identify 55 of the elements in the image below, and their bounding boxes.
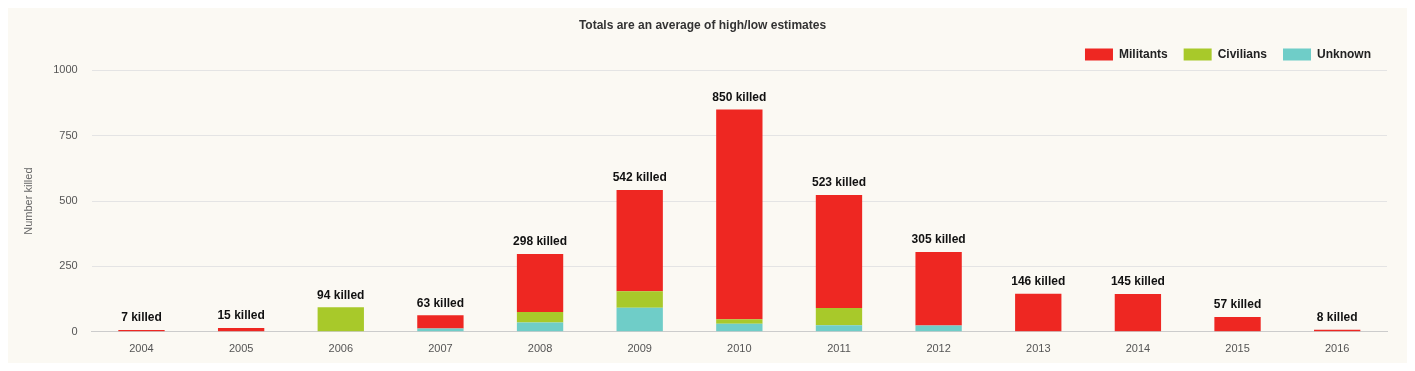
bar — [516, 322, 564, 332]
bar — [716, 319, 763, 324]
x-tick-label: 2013 — [1026, 342, 1051, 355]
y-tick-label: 750 — [59, 128, 78, 141]
total-label: 15 killed — [217, 308, 265, 323]
bar — [616, 190, 663, 292]
x-tick-label: 2012 — [926, 342, 951, 355]
total-label: 146 killed — [1011, 273, 1066, 288]
bar — [815, 195, 863, 309]
x-tick-label: 2014 — [1125, 342, 1151, 355]
total-label: 305 killed — [911, 232, 966, 247]
total-label: 542 killed — [612, 170, 667, 185]
total-label: 523 killed — [811, 175, 866, 190]
x-tick-label: 2009 — [627, 342, 652, 355]
total-label: 145 killed — [1110, 274, 1165, 289]
y-tick-label: 1000 — [53, 63, 78, 76]
bar — [1015, 293, 1062, 332]
bar — [317, 307, 364, 332]
x-tick-label: 2015 — [1225, 342, 1250, 355]
y-tick-label: 500 — [59, 194, 78, 207]
bar — [815, 308, 863, 326]
chart-title: Totals are an average of high/low estimates — [578, 17, 827, 32]
x-tick-label: 2006 — [328, 342, 354, 355]
total-label: 298 killed — [513, 234, 568, 249]
total-label: 8 killed — [1316, 310, 1358, 325]
bar — [716, 323, 763, 332]
bar — [417, 328, 464, 332]
bar — [1114, 293, 1162, 332]
bar — [417, 315, 464, 329]
bar — [516, 253, 564, 312]
legend-label: Civilians — [1217, 46, 1268, 61]
bar — [516, 311, 564, 323]
legend-label: Militants — [1118, 46, 1168, 61]
x-tick-label: 2004 — [129, 342, 154, 355]
total-label: 57 killed — [1213, 297, 1262, 312]
total-label: 850 killed — [712, 89, 767, 104]
total-label: 7 killed — [121, 310, 162, 325]
total-label: 94 killed — [317, 287, 365, 302]
y-tick-label: 250 — [59, 259, 78, 272]
bar — [616, 307, 663, 332]
x-tick-label: 2008 — [527, 342, 553, 355]
x-tick-label: 2007 — [428, 342, 453, 355]
bar — [915, 252, 962, 326]
bar — [815, 325, 863, 332]
x-tick-label: 2010 — [727, 342, 752, 355]
bar — [716, 109, 763, 320]
x-tick-label: 2005 — [228, 342, 254, 355]
bar — [1214, 316, 1261, 332]
x-tick-label: 2011 — [827, 342, 851, 355]
legend-label: Unknown — [1317, 46, 1372, 61]
y-axis-title: Number killed — [21, 167, 34, 235]
bar — [616, 291, 663, 308]
total-label: 63 killed — [416, 295, 465, 310]
y-tick-label: 0 — [71, 324, 78, 337]
x-tick-label: 2016 — [1324, 342, 1350, 355]
